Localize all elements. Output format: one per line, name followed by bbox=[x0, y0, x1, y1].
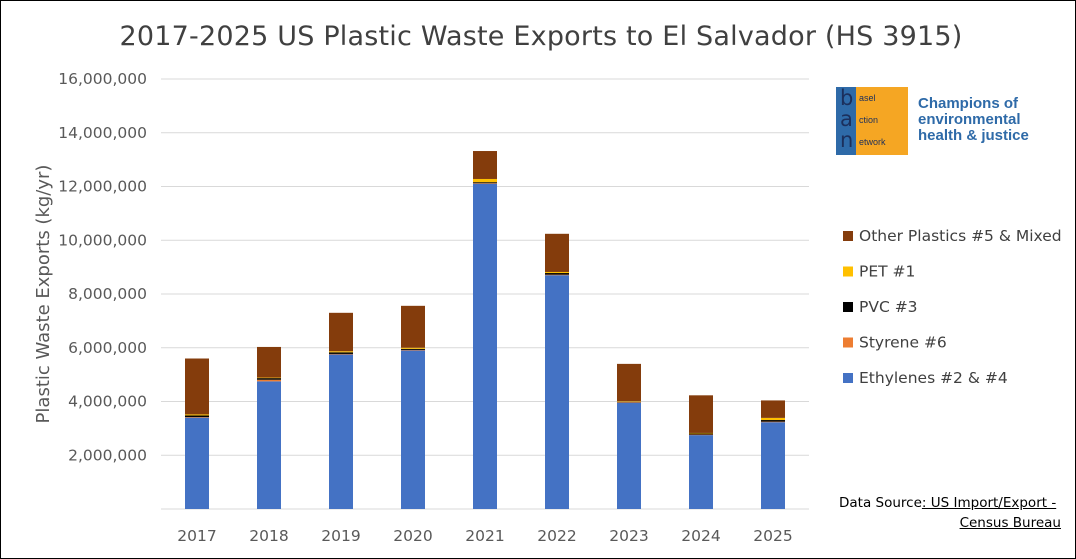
y-tick-label: 16,000,000 bbox=[58, 70, 147, 88]
data-source-link-line2[interactable]: Census Bureau bbox=[959, 515, 1061, 531]
bar-segment bbox=[545, 233, 569, 272]
chart-title: 2017-2025 US Plastic Waste Exports to El… bbox=[119, 21, 963, 52]
bar-segment bbox=[329, 312, 353, 352]
bar-segment bbox=[329, 351, 353, 353]
legend-swatch bbox=[843, 373, 853, 383]
x-tick-label: 2020 bbox=[393, 527, 432, 545]
bar-segment bbox=[545, 271, 569, 274]
bar-segment bbox=[545, 273, 569, 275]
data-source-link[interactable]: : US Import/Export - bbox=[921, 495, 1057, 511]
bar-segment bbox=[761, 400, 785, 418]
bar-segment bbox=[257, 346, 281, 378]
bar-segment bbox=[761, 421, 785, 423]
bar-segment bbox=[401, 305, 425, 348]
y-tick-label: 10,000,000 bbox=[58, 231, 147, 249]
bar-segment bbox=[329, 352, 353, 354]
logo-tagline: Champions of environmental health & just… bbox=[918, 95, 1029, 144]
y-axis-title: Plastic Waste Exports (kg/yr) bbox=[33, 165, 54, 424]
bar-segment bbox=[689, 433, 713, 435]
x-tick-label: 2023 bbox=[609, 527, 648, 545]
bar-segment bbox=[401, 347, 425, 349]
bar-segment bbox=[761, 417, 785, 421]
x-tick-label: 2019 bbox=[321, 527, 360, 545]
legend-swatch bbox=[843, 337, 853, 348]
legend-swatch bbox=[843, 231, 853, 241]
x-tick-label: 2022 bbox=[537, 527, 576, 545]
data-source-prefix: Data Source bbox=[839, 495, 922, 511]
legend-label: PET #1 bbox=[859, 263, 915, 281]
bar-segment bbox=[257, 377, 281, 379]
bar-segment bbox=[473, 182, 497, 184]
bar-segment bbox=[689, 432, 713, 434]
bar-segment bbox=[761, 420, 785, 422]
logo-letter-a: a bbox=[840, 107, 853, 131]
legend-swatch bbox=[843, 302, 853, 312]
legend-swatch bbox=[843, 266, 853, 277]
logo-word-network: etwork bbox=[859, 137, 886, 147]
y-tick-label: 8,000,000 bbox=[68, 285, 147, 303]
bar-segment bbox=[401, 348, 425, 350]
ban-logo: b a n asel ction etwork bbox=[836, 87, 908, 155]
bar-segment bbox=[473, 183, 497, 184]
bar-segment bbox=[185, 417, 209, 509]
bar-segment bbox=[617, 363, 641, 402]
bar-segment bbox=[545, 275, 569, 509]
bar-segment bbox=[617, 402, 641, 403]
bar-segment bbox=[257, 379, 281, 382]
legend-label: Ethylenes #2 & #4 bbox=[859, 369, 1008, 387]
bar-segment bbox=[689, 434, 713, 436]
x-tick-label: 2017 bbox=[177, 527, 216, 545]
bar-segment bbox=[761, 422, 785, 509]
bar-segment bbox=[401, 349, 425, 351]
bar-segment bbox=[617, 402, 641, 509]
x-tick-label: 2024 bbox=[681, 527, 720, 545]
bar-segment bbox=[401, 350, 425, 509]
bar-segment bbox=[185, 417, 209, 418]
bar-segment bbox=[185, 358, 209, 415]
bar-segment bbox=[689, 395, 713, 433]
logo-bar bbox=[836, 87, 856, 155]
y-tick-label: 6,000,000 bbox=[68, 339, 147, 357]
logo-word-action: ction bbox=[859, 115, 879, 125]
bar-segment bbox=[473, 178, 497, 183]
y-tick-label: 2,000,000 bbox=[68, 446, 147, 464]
bar-segment bbox=[545, 274, 569, 276]
bar-segment bbox=[185, 415, 209, 418]
bar-segment bbox=[617, 401, 641, 402]
bar-segment bbox=[329, 354, 353, 509]
bar-segment bbox=[689, 435, 713, 509]
bar-segment bbox=[185, 414, 209, 416]
y-tick-label: 14,000,000 bbox=[58, 124, 147, 142]
y-tick-label: 12,000,000 bbox=[58, 178, 147, 196]
logo-letter-b: b bbox=[840, 86, 854, 110]
logo-letter-n: n bbox=[840, 128, 854, 152]
bar-segment bbox=[329, 353, 353, 355]
x-tick-label: 2021 bbox=[465, 527, 504, 545]
bar-segment bbox=[257, 381, 281, 509]
bar-segment bbox=[473, 151, 497, 179]
legend-label: Styrene #6 bbox=[859, 334, 947, 352]
legend-label: Other Plastics #5 & Mixed bbox=[859, 227, 1062, 245]
logo-word-basel: asel bbox=[859, 93, 876, 103]
bar-segment bbox=[617, 401, 641, 403]
x-tick-label: 2018 bbox=[249, 527, 288, 545]
legend-label: PVC #3 bbox=[859, 298, 918, 316]
x-tick-label: 2025 bbox=[753, 527, 792, 545]
bar-segment bbox=[257, 378, 281, 380]
bar-segment bbox=[473, 183, 497, 509]
data-source: Data Source: US Import/Export - Census B… bbox=[839, 493, 1067, 533]
y-tick-label: 4,000,000 bbox=[68, 393, 147, 411]
